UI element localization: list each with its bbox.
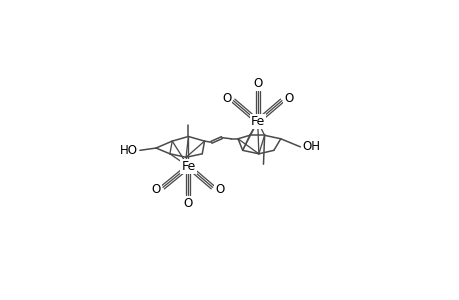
Text: O: O: [252, 77, 262, 90]
Text: O: O: [221, 92, 230, 105]
Text: OH: OH: [302, 140, 320, 153]
Text: O: O: [284, 92, 293, 105]
Text: O: O: [151, 183, 160, 196]
Text: O: O: [214, 183, 224, 196]
Text: HO: HO: [119, 144, 137, 157]
Text: Fe: Fe: [181, 160, 195, 173]
Text: Fe: Fe: [250, 115, 264, 128]
Text: O: O: [184, 197, 193, 210]
